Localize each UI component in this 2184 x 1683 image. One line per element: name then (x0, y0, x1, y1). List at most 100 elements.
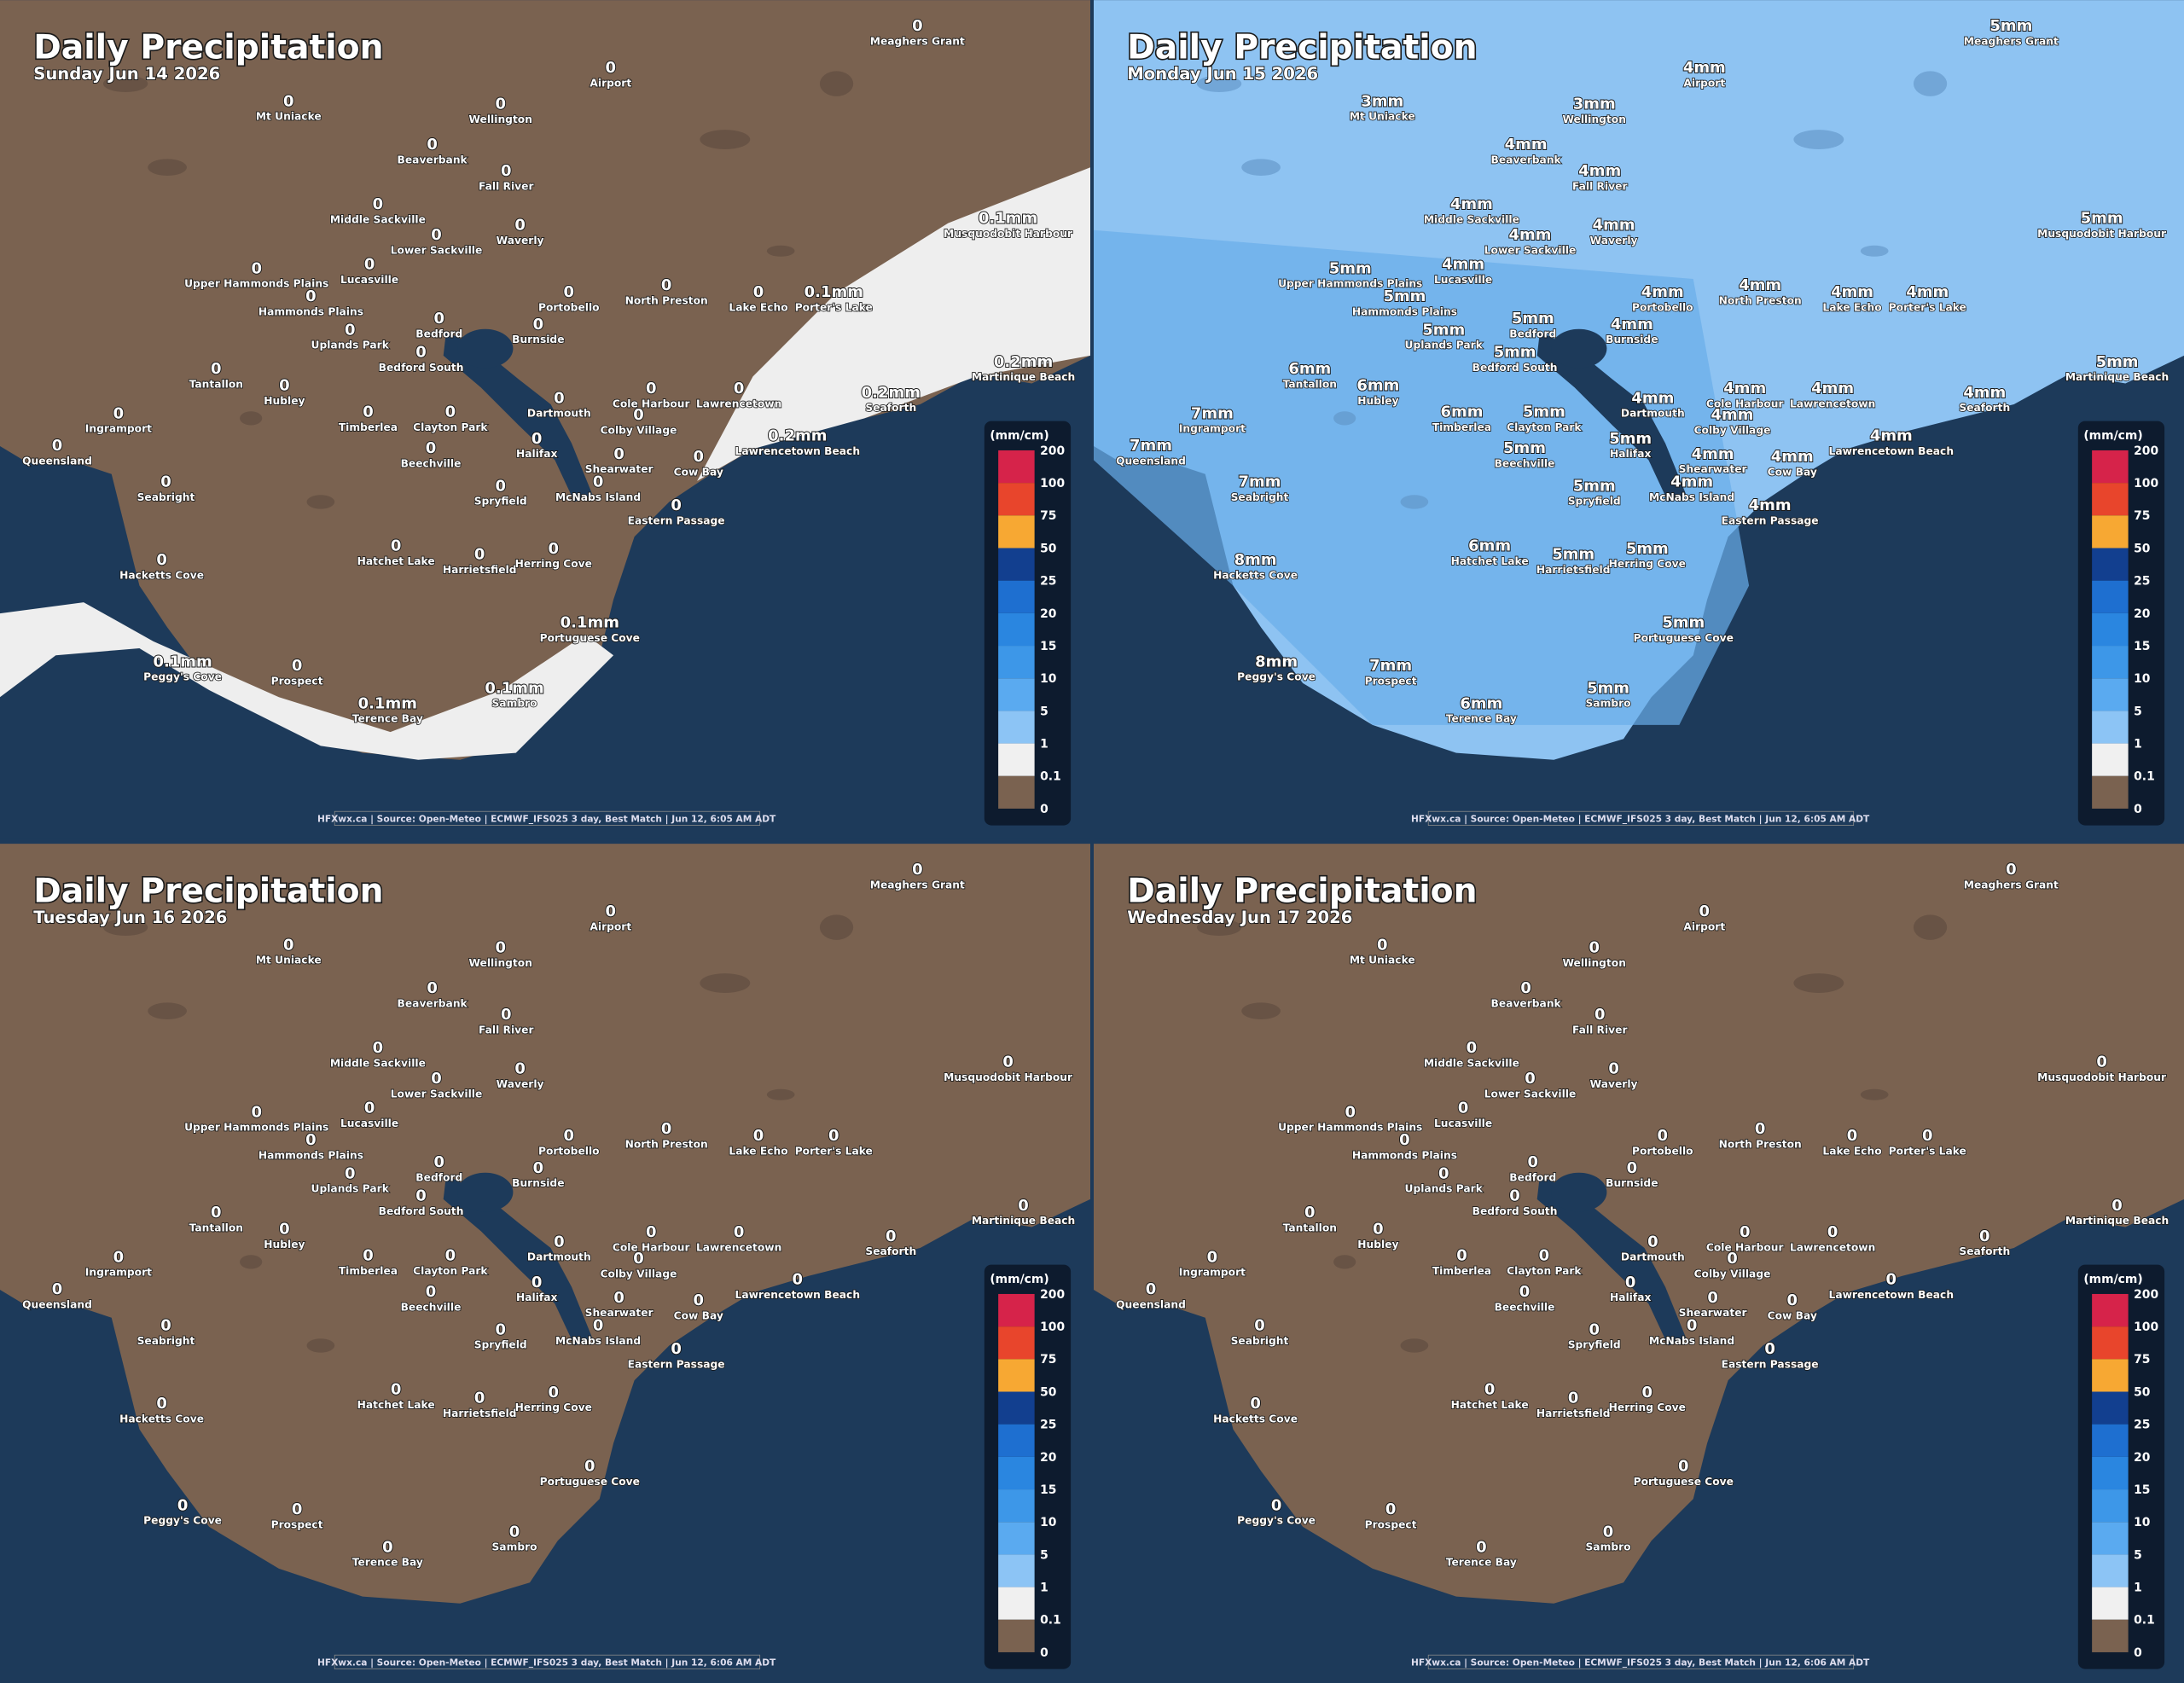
place-name: Waverly (497, 1078, 544, 1090)
place-name: Clayton Park (1507, 1265, 1582, 1277)
place-name: Portobello (538, 302, 600, 314)
legend-label: 10 (2134, 672, 2150, 686)
place-value: 0 (2096, 1053, 2107, 1071)
place-name: Fall River (479, 1024, 534, 1036)
place-name: Lake Echo (729, 302, 787, 314)
place-name: Eastern Passage (628, 1359, 725, 1371)
place-value: 5mm (2096, 353, 2139, 371)
legend-swatch (2092, 1391, 2129, 1425)
place-name: Lake Echo (729, 1146, 787, 1158)
place-value: 0 (292, 657, 303, 675)
legend-swatch (998, 515, 1035, 548)
place-name: Portuguese Cove (1634, 1476, 1734, 1488)
place-value: 5mm (1422, 321, 1465, 339)
place-name: Seabright (137, 1335, 195, 1347)
place-name: Cow Bay (1768, 1309, 1817, 1321)
place-name: Beechville (401, 458, 462, 470)
place-value: 0 (531, 430, 543, 448)
place-name: Hammonds Plains (1352, 305, 1457, 317)
place-name: Bedford (1509, 1172, 1556, 1184)
place-name: Porter's Lake (1889, 1146, 1966, 1158)
legend-label: 50 (2134, 1385, 2150, 1399)
place-name: Harrietsfield (1536, 564, 1611, 576)
place-value: 4mm (1831, 283, 1873, 301)
place-name: Tantallon (189, 378, 243, 390)
place-value: 0 (501, 1006, 512, 1024)
place-value: 0 (533, 316, 544, 334)
place-value: 0 (633, 1250, 644, 1268)
place-name: Burnside (1606, 334, 1658, 345)
lake (1333, 411, 1356, 426)
place-name: Hatchet Lake (1451, 555, 1529, 567)
place-value: 0 (1377, 936, 1388, 954)
place-value: 0 (549, 540, 560, 558)
place-value: 0 (1707, 1289, 1718, 1307)
place-name: Lower Sackville (1484, 1088, 1577, 1100)
place-name: Bedford (415, 1172, 462, 1184)
place-name: Harrietsfield (1536, 1407, 1611, 1419)
place-value: 0 (415, 343, 427, 361)
place-name: Terence Bay (352, 713, 423, 725)
place-name: Hacketts Cove (1213, 569, 1298, 581)
place-name: Meaghers Grant (1964, 35, 2059, 47)
legend-swatch (2092, 1522, 2129, 1555)
legend-label: 20 (2134, 1451, 2150, 1465)
place-value: 0 (1525, 1070, 1536, 1088)
place-name: Shearwater (585, 1307, 653, 1319)
lake (1196, 75, 1242, 92)
place-value: 0 (886, 1227, 897, 1245)
place-value: 0 (593, 473, 604, 490)
place-name: Beechville (401, 1302, 462, 1314)
lake (102, 919, 148, 936)
place-value: 0.1mm (153, 653, 212, 670)
harbour (1536, 332, 1687, 502)
place-name: McNabs Island (555, 491, 641, 503)
place-name: Lower Sackville (391, 245, 483, 257)
place-name: Peggy's Cove (1237, 671, 1316, 683)
place-value: 0 (1438, 1164, 1449, 1182)
place-name: Middle Sackville (330, 214, 426, 226)
place-value: 0 (1764, 1340, 1775, 1358)
legend-label: 1 (2134, 1581, 2142, 1594)
place-name: Middle Sackville (1424, 1058, 1519, 1070)
legend-swatch (998, 1424, 1035, 1457)
legend-swatch (998, 646, 1035, 679)
bedford-basin (1551, 1172, 1607, 1212)
legend-swatch (998, 450, 1035, 484)
place-name: Musquodobit Harbour (944, 1071, 1072, 1083)
place-value: 0 (646, 1223, 657, 1241)
place-value: 0 (753, 283, 764, 301)
place-value: 5mm (1587, 679, 1629, 697)
place-value: 0 (646, 380, 657, 398)
place-value: 0 (734, 380, 745, 398)
place-name: Portobello (538, 1146, 600, 1158)
place-name: Meaghers Grant (1964, 879, 2059, 891)
place-value: 0 (1658, 1127, 1669, 1145)
place-value: 0 (382, 1538, 393, 1556)
place-name: Bedford (415, 328, 462, 340)
place-name: Terence Bay (1446, 713, 1517, 725)
place-name: Queensland (1116, 1298, 1186, 1310)
place-value: 0 (495, 96, 506, 113)
place-value: 0 (1250, 1395, 1261, 1413)
place-name: Shearwater (1679, 1307, 1747, 1319)
place-name: Bedford South (379, 362, 464, 374)
place-value: 0 (694, 1291, 705, 1309)
place-name: Prospect (271, 676, 323, 688)
place-value: 0 (1539, 1247, 1550, 1265)
place-name: Ingramport (1179, 1267, 1246, 1279)
place-name: Wellington (468, 113, 531, 125)
place-name: Dartmouth (1621, 408, 1685, 420)
place-value: 0 (113, 404, 125, 422)
footer-box (334, 1654, 761, 1669)
place-name: Martinique Beach (2065, 1215, 2169, 1227)
legend-swatch (998, 1587, 1035, 1620)
lake (819, 71, 854, 96)
legend-swatch (2092, 612, 2129, 647)
place-name: Eastern Passage (1722, 515, 1819, 527)
place-value: 0 (495, 477, 506, 495)
legend-unit: (mm/cm) (990, 1273, 1048, 1286)
place-value: 5mm (1626, 540, 1669, 558)
